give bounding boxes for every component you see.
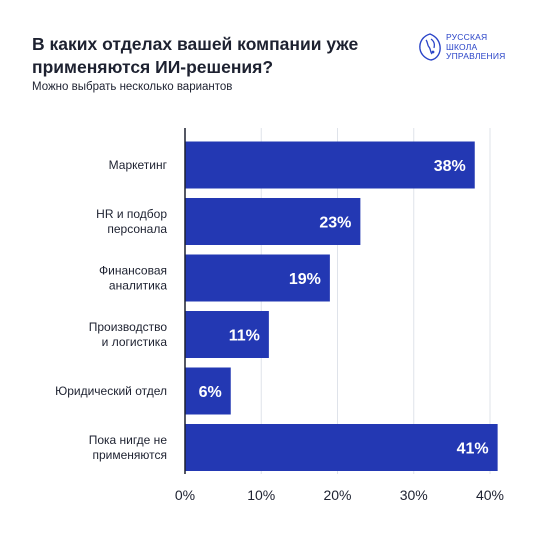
category-label: HR и подбор персонала [96, 207, 167, 236]
rsu-emblem-icon [419, 33, 441, 61]
data-label: 41% [457, 441, 489, 458]
bar [185, 367, 231, 415]
data-label: 38% [434, 158, 466, 175]
logo-line-3: УПРАВЛЕНИЯ [446, 51, 506, 61]
logo-text: РУССКАЯ ШКОЛА УПРАВЛЕНИЯ [446, 32, 506, 62]
logo: РУССКАЯ ШКОЛА УПРАВЛЕНИЯ [418, 32, 506, 62]
bar [185, 198, 361, 245]
bar [185, 141, 475, 189]
x-tick-label: 10% [247, 487, 275, 503]
category-label: Финансовая аналитика [99, 264, 167, 293]
logo-line-1: РУССКАЯ [446, 32, 488, 42]
category-label: Маркетинг [109, 158, 168, 172]
category-label: Производство и логистика [89, 320, 168, 349]
data-label: 6% [199, 384, 222, 401]
data-label: 19% [289, 271, 321, 288]
x-tick-label: 0% [175, 487, 195, 503]
category-label: Юридический отдел [55, 384, 167, 398]
chart-subtitle: Можно выбрать несколько вариантов [32, 81, 233, 93]
bar [185, 254, 330, 302]
x-tick-label: 40% [476, 487, 504, 503]
bar [185, 311, 269, 358]
logo-line-2: ШКОЛА [446, 41, 478, 52]
category-label: Пока нигде не применяются [89, 433, 168, 462]
data-label: 11% [229, 328, 260, 345]
x-tick-label: 30% [400, 487, 428, 503]
data-label: 23% [319, 215, 351, 232]
bar [185, 424, 498, 471]
chart-title: В каких отделах вашей компании уже приме… [32, 34, 359, 77]
x-tick-label: 20% [323, 487, 351, 503]
